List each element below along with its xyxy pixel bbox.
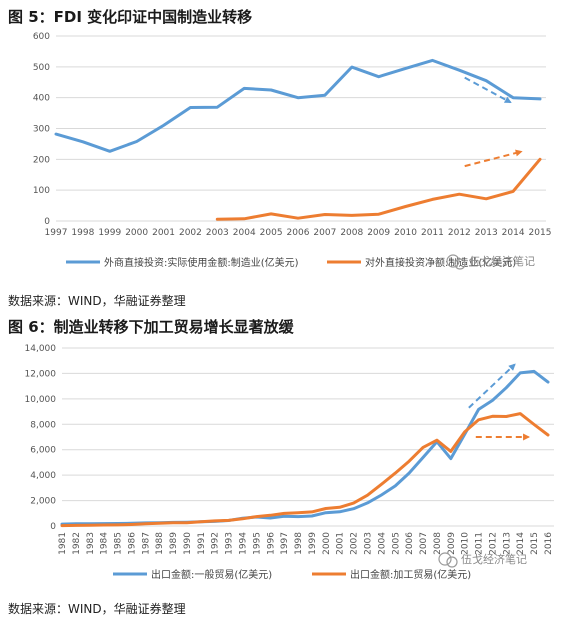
x-tick-label: 2001 (152, 228, 175, 238)
y-tick-label: 8,000 (30, 420, 56, 430)
wechat-icon-bubble (454, 258, 466, 270)
series-line-1 (60, 369, 550, 526)
x-tick-label: 2002 (350, 532, 360, 555)
x-tick-label: 2005 (391, 532, 401, 555)
x-tick-label: 1990 (183, 532, 193, 555)
wechat-icon-bubble (446, 556, 458, 568)
y-tick-label: 6,000 (30, 446, 56, 456)
x-tick-label: 1981 (58, 532, 68, 555)
x-tick-label: 1992 (211, 532, 221, 555)
y-tick-label: 400 (33, 94, 50, 104)
x-tick-label: 2015 (530, 532, 540, 555)
x-tick-label: 2012 (488, 532, 498, 555)
x-tick-label: 1985 (114, 532, 124, 555)
legend-label: 出口金额:一般贸易(亿美元) (151, 568, 272, 581)
x-tick-label: 2000 (125, 228, 148, 238)
x-tick-label: 1986 (127, 532, 137, 555)
watermark-text: 伍戈经济笔记 (469, 254, 535, 268)
figure5-chart: 0 100 200 300 400 500 600 1997 1998 1999 2000 2001 2… (33, 32, 552, 270)
x-tick-label: 2010 (461, 532, 471, 555)
figure6-source: 数据来源：WIND，华融证券整理 (8, 602, 186, 616)
x-tick-label: 1995 (252, 532, 262, 555)
series-line-2 (60, 412, 550, 528)
x-tick-label: 1988 (155, 532, 165, 555)
x-tick-label: 2008 (433, 532, 443, 555)
watermark-text: 伍戈经济笔记 (461, 552, 527, 566)
x-tick-label: 1987 (141, 532, 151, 555)
x-tick-label: 2003 (206, 228, 229, 238)
x-tick-label: 1999 (308, 532, 318, 555)
x-tick-label: 2016 (544, 532, 554, 555)
trend-arrow (468, 363, 516, 409)
x-tick-label: 1998 (71, 228, 94, 238)
figure6-chart: 0 2,000 4,000 6,000 8,000 10,000 12,000 14,000 1… (25, 344, 554, 581)
x-tick-label: 2003 (363, 532, 373, 555)
x-tick-label: 2012 (448, 228, 471, 238)
x-tick-label: 2010 (394, 228, 417, 238)
legend-label: 外商直接投资:实际使用金额:制造业(亿美元) (104, 256, 299, 269)
y-tick-label: 0 (50, 522, 56, 532)
x-tick-label: 2006 (405, 532, 415, 555)
x-tick-label: 1997 (45, 228, 68, 238)
x-tick-label: 1994 (239, 532, 249, 555)
x-tick-label: 2014 (516, 532, 526, 555)
figure5-title: 图 5：FDI 变化印证中国制造业转移 (8, 8, 253, 26)
legend-label: 出口金额:加工贸易(亿美元) (350, 568, 471, 581)
x-tick-label: 2007 (313, 228, 336, 238)
x-tick-label: 2007 (419, 532, 429, 555)
x-tick-label: 1998 (294, 532, 304, 555)
y-tick-label: 2,000 (30, 497, 56, 507)
y-tick-label: 4,000 (30, 471, 56, 481)
y-tick-label: 600 (33, 32, 50, 42)
x-tick-label: 2002 (179, 228, 202, 238)
x-tick-label: 2004 (377, 532, 387, 555)
x-tick-label: 1982 (72, 532, 82, 555)
x-tick-label: 2005 (260, 228, 283, 238)
x-tick-label: 1991 (197, 532, 207, 555)
y-tick-label: 100 (33, 186, 50, 196)
x-tick-label: 2000 (322, 532, 332, 555)
x-tick-label: 1999 (98, 228, 121, 238)
wechat-icon (438, 552, 452, 566)
series-line-2 (215, 157, 542, 221)
y-tick-label: 500 (33, 63, 50, 73)
x-tick-label: 2015 (529, 228, 552, 238)
series-line-1 (54, 58, 542, 153)
x-tick-label: 1983 (86, 532, 96, 555)
y-tick-label: 12,000 (25, 369, 57, 379)
x-tick-label: 2009 (367, 228, 390, 238)
x-tick-label: 1993 (225, 532, 235, 555)
y-tick-label: 200 (33, 155, 50, 165)
x-tick-label: 2001 (336, 532, 346, 555)
y-tick-label: 14,000 (25, 344, 57, 354)
x-tick-label: 2009 (447, 532, 457, 555)
x-tick-label: 2011 (421, 228, 444, 238)
trend-arrow (464, 76, 512, 104)
y-tick-label: 300 (33, 125, 50, 135)
legend-label: 对外直接投资净额:制造业(亿美元) (365, 256, 516, 269)
figure6-title: 图 6：制造业转移下加工贸易增长显著放缓 (8, 318, 294, 336)
y-tick-label: 10,000 (25, 395, 57, 405)
y-tick-label: 0 (44, 217, 50, 227)
x-tick-label: 2013 (475, 228, 498, 238)
x-tick-label: 1989 (169, 532, 179, 555)
wechat-icon (446, 254, 460, 268)
x-tick-label: 1984 (100, 532, 110, 555)
x-tick-label: 1996 (266, 532, 276, 555)
figure5-source: 数据来源：WIND，华融证券整理 (8, 294, 186, 308)
x-tick-label: 1997 (280, 532, 290, 555)
x-tick-label: 2006 (287, 228, 310, 238)
x-tick-label: 2008 (340, 228, 363, 238)
x-tick-label: 2013 (502, 532, 512, 555)
x-tick-label: 2011 (475, 532, 485, 555)
x-tick-label: 2014 (502, 228, 525, 238)
x-tick-label: 2004 (233, 228, 256, 238)
